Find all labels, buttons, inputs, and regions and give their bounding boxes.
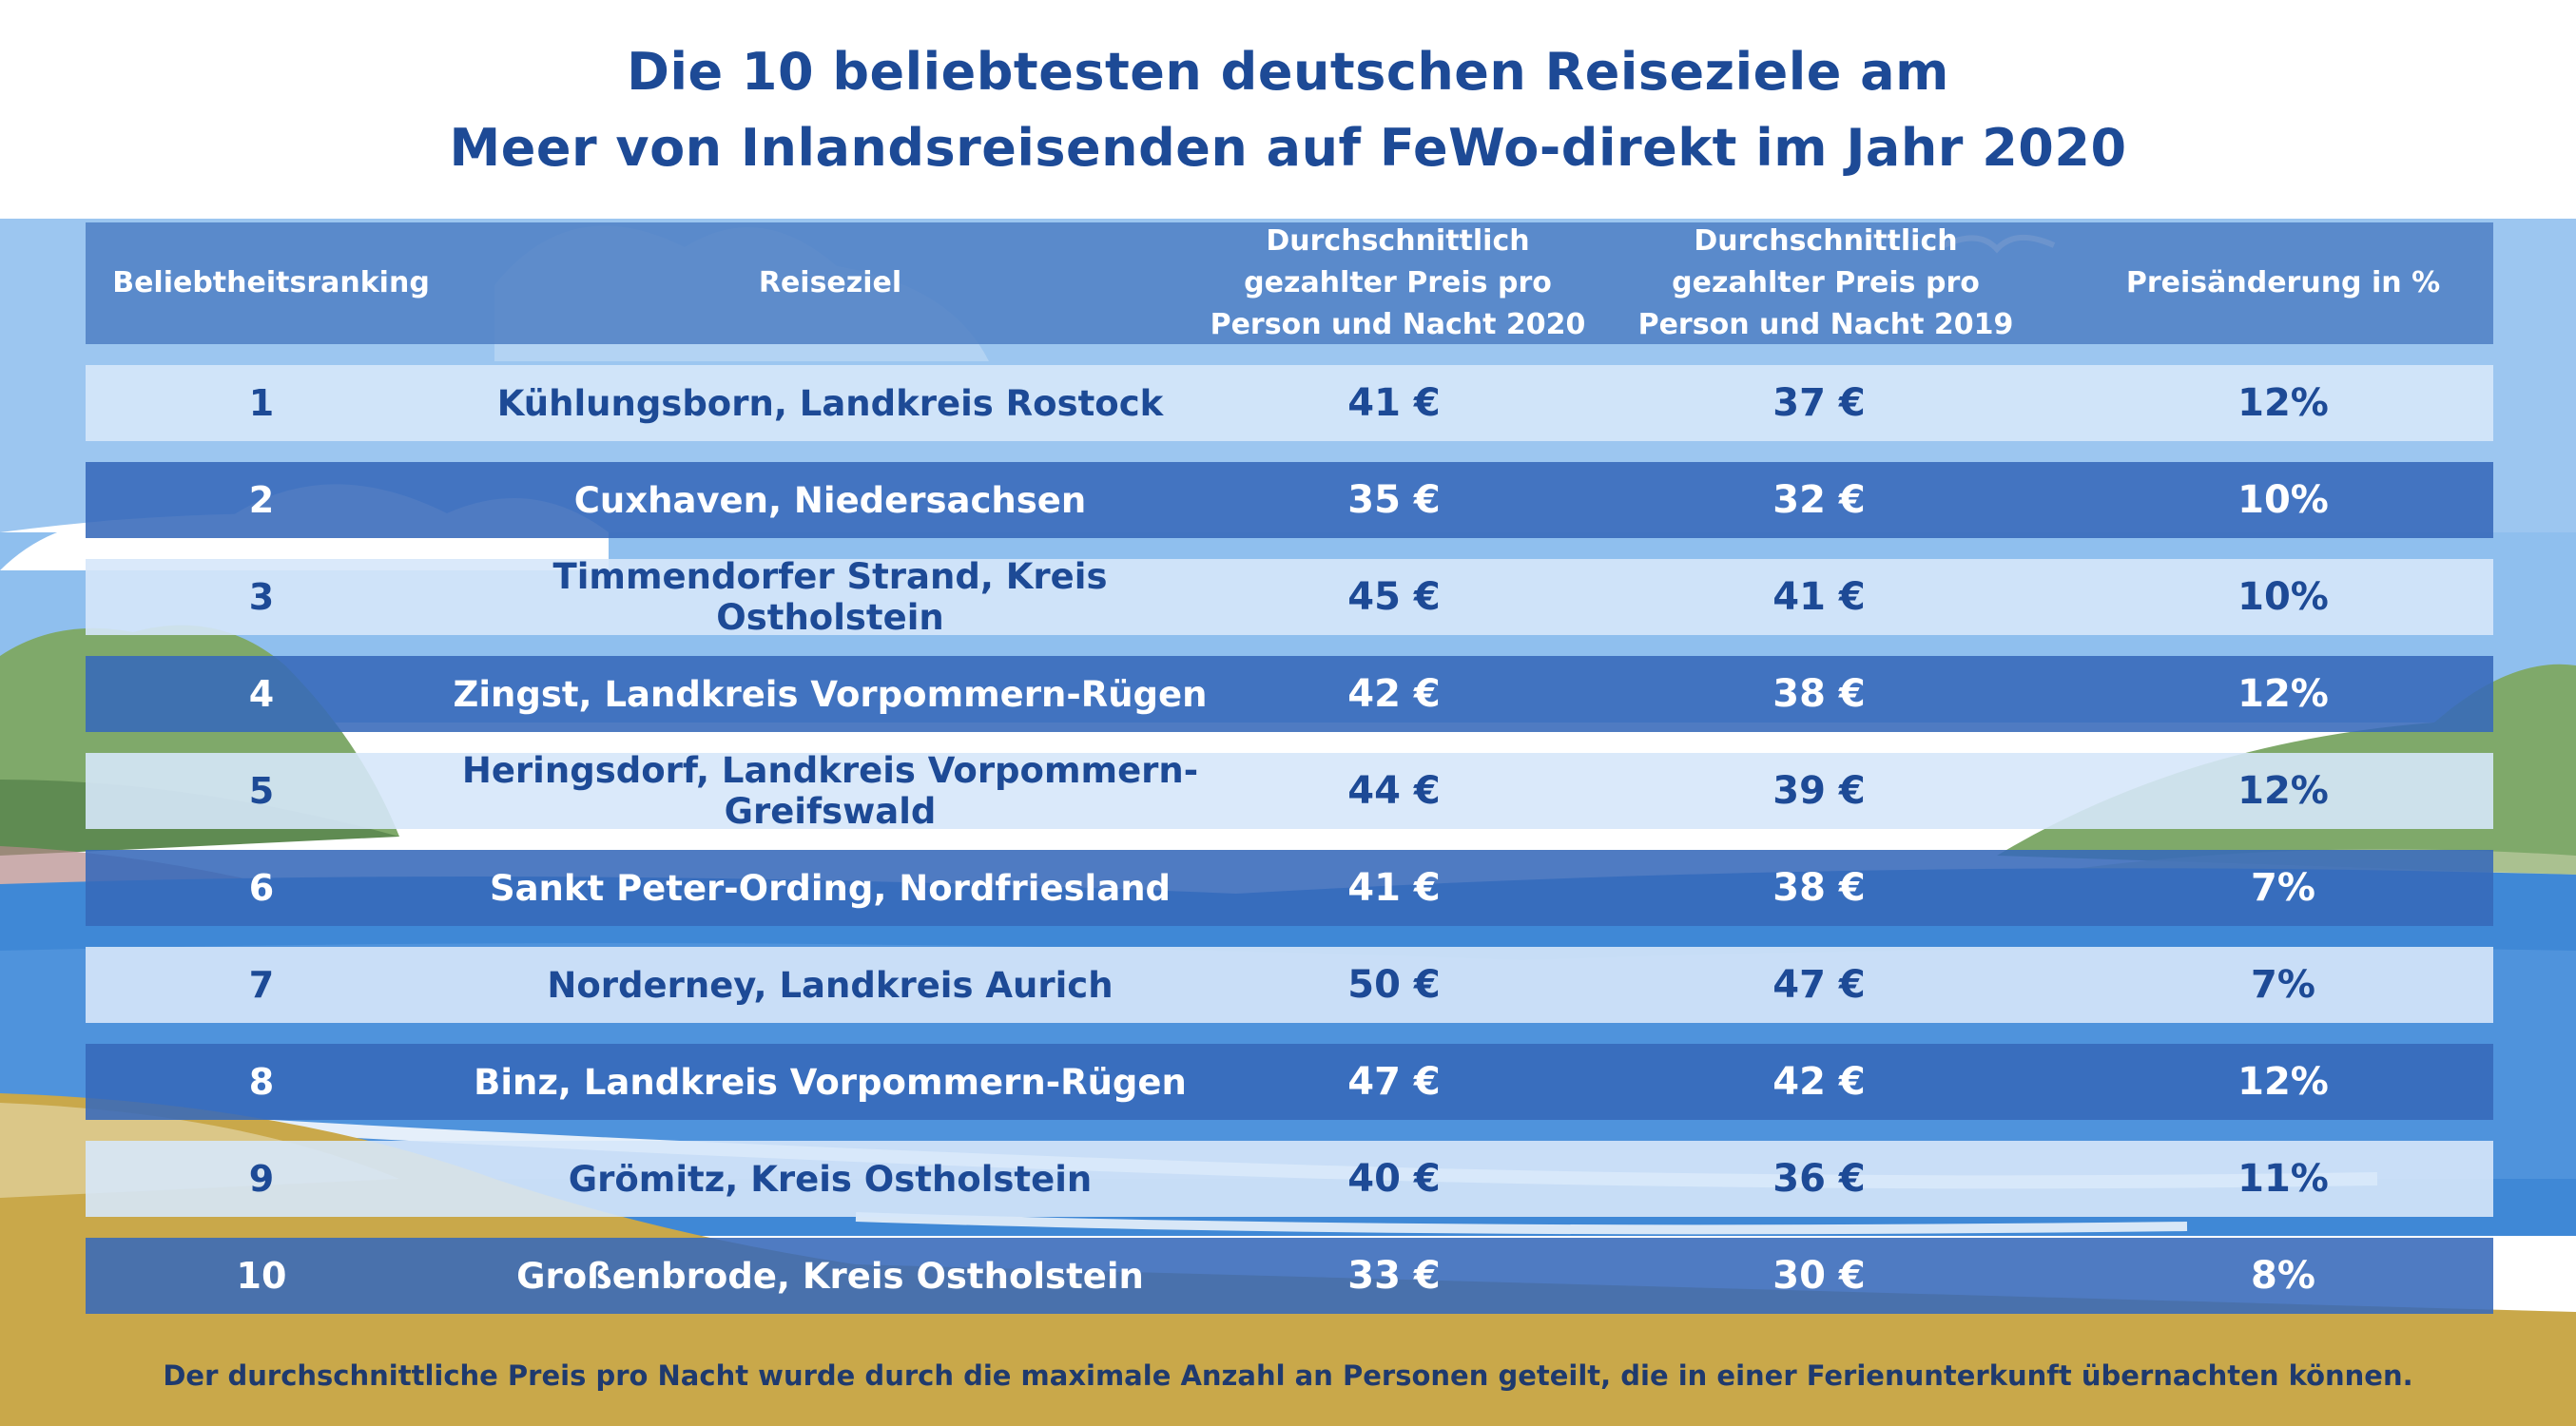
table-row: 10 Großenbrode, Kreis Ostholstein 33 € 30 €… — [86, 1238, 2493, 1314]
beach-sand — [0, 1093, 2576, 1426]
change-cell: 7% — [2251, 963, 2315, 1007]
price-2020-cell: 45 € — [1347, 575, 1441, 619]
rank-cell: 9 — [248, 1158, 275, 1200]
destination-cell: Heringsdorf, Landkreis Vorpommern-Greifs… — [461, 750, 1199, 832]
change-cell: 12% — [2237, 672, 2329, 716]
table-header: Beliebtheitsranking Reiseziel Durchschni… — [86, 222, 2493, 344]
price-2019-cell: 36 € — [1772, 1157, 1866, 1201]
change-cell: 12% — [2237, 769, 2329, 813]
destination-cell: Sankt Peter-Ording, Nordfriesland — [489, 867, 1172, 909]
price-2020-cell: 41 € — [1347, 381, 1441, 425]
header-price-2019: Durchschnittlich gezahlter Preis pro Per… — [1637, 224, 2014, 341]
destination-cell: Kühlungsborn, Landkreis Rostock — [496, 382, 1164, 424]
change-cell: 7% — [2251, 866, 2315, 910]
price-2020-cell: 35 € — [1347, 478, 1441, 522]
destination-cell: Norderney, Landkreis Aurich — [547, 964, 1114, 1006]
price-2019-cell: 37 € — [1772, 381, 1866, 425]
price-2019-cell: 39 € — [1772, 769, 1866, 813]
destination-cell: Grömitz, Kreis Ostholstein — [568, 1158, 1093, 1200]
price-2019-cell: 32 € — [1772, 478, 1866, 522]
destination-cell: Zingst, Landkreis Vorpommern-Rügen — [453, 673, 1208, 715]
table-row: 9 Grömitz, Kreis Ostholstein 40 € 36 € 11% — [86, 1141, 2493, 1217]
header-price-2020: Durchschnittlich gezahlter Preis pro Per… — [1210, 224, 1586, 341]
change-cell: 10% — [2237, 575, 2329, 619]
footnote: Der durchschnittliche Preis pro Nacht wu… — [163, 1359, 2413, 1392]
header-change: Preisänderung in % — [2125, 266, 2441, 299]
table-row: 7 Norderney, Landkreis Aurich 50 € 47 € 7% — [86, 947, 2493, 1023]
rank-cell: 6 — [248, 867, 275, 909]
table-row: 4 Zingst, Landkreis Vorpommern-Rügen 42 € 3… — [86, 656, 2493, 732]
price-2020-cell: 50 € — [1347, 963, 1441, 1007]
destination-cell: Timmendorfer Strand, Kreis Ostholstein — [552, 556, 1108, 638]
change-cell: 12% — [2237, 381, 2329, 425]
rank-cell: 1 — [248, 382, 275, 424]
header-destination: Reiseziel — [758, 266, 902, 299]
destination-cell: Binz, Landkreis Vorpommern-Rügen — [474, 1061, 1187, 1103]
price-2020-cell: 40 € — [1347, 1157, 1441, 1201]
price-2019-cell: 42 € — [1772, 1060, 1866, 1104]
price-2019-cell: 30 € — [1772, 1254, 1866, 1298]
table-row: 1 Kühlungsborn, Landkreis Rostock 41 € 37 €… — [86, 365, 2493, 441]
price-2019-cell: 38 € — [1772, 866, 1866, 910]
rank-cell: 4 — [248, 673, 275, 715]
rank-cell: 2 — [248, 479, 275, 521]
table-row: 8 Binz, Landkreis Vorpommern-Rügen 47 € 42 … — [86, 1044, 2493, 1120]
price-2020-cell: 33 € — [1347, 1254, 1441, 1298]
price-2020-cell: 44 € — [1347, 769, 1441, 813]
chart-title-line2: Meer von Inlandsreisenden auf FeWo-direk… — [449, 118, 2127, 178]
table-row: 2 Cuxhaven, Niedersachsen 35 € 32 € 10% — [86, 462, 2493, 538]
rank-cell: 10 — [236, 1255, 287, 1297]
price-2020-cell: 42 € — [1347, 672, 1441, 716]
rank-cell: 7 — [248, 964, 275, 1006]
header-rank: Beliebtheitsranking — [112, 266, 430, 299]
price-2020-cell: 41 € — [1347, 866, 1441, 910]
rank-cell: 3 — [248, 576, 275, 618]
table-row: 3 Timmendorfer Strand, Kreis Ostholstein 4… — [86, 556, 2493, 638]
rank-cell: 5 — [248, 770, 275, 812]
change-cell: 10% — [2237, 478, 2329, 522]
price-2019-cell: 38 € — [1772, 672, 1866, 716]
table-row: 5 Heringsdorf, Landkreis Vorpommern-Greif… — [86, 750, 2493, 832]
destination-cell: Cuxhaven, Niedersachsen — [573, 479, 1087, 521]
table-row: 6 Sankt Peter-Ording, Nordfriesland 41 € 38… — [86, 850, 2493, 926]
rank-cell: 8 — [248, 1061, 275, 1103]
change-cell: 12% — [2237, 1060, 2329, 1104]
wave-2 — [855, 1212, 2188, 1235]
price-2020-cell: 47 € — [1347, 1060, 1441, 1104]
price-2019-cell: 47 € — [1772, 963, 1866, 1007]
change-cell: 11% — [2237, 1157, 2329, 1201]
chart-title-line1: Die 10 beliebtesten deutschen Reiseziele… — [627, 42, 1949, 102]
destination-cell: Großenbrode, Kreis Ostholstein — [516, 1255, 1144, 1297]
change-cell: 8% — [2251, 1254, 2315, 1298]
price-2019-cell: 41 € — [1772, 575, 1866, 619]
